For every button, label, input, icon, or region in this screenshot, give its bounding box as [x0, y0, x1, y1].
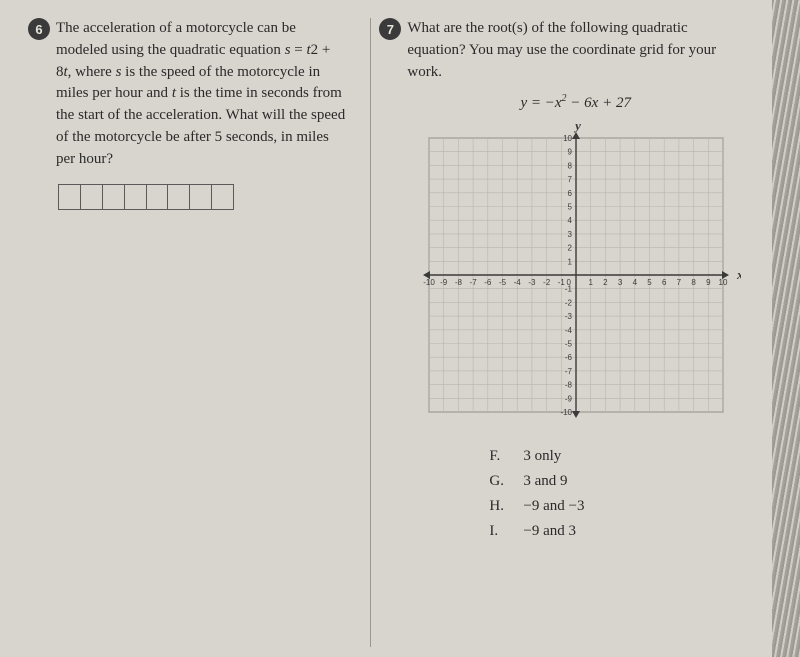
choice-letter: F. [489, 448, 509, 465]
svg-text:-10: -10 [560, 408, 572, 417]
answer-cell[interactable] [168, 185, 190, 209]
svg-text:3: 3 [618, 278, 623, 287]
choice-text: −9 and 3 [523, 523, 576, 540]
svg-text:-5: -5 [499, 278, 507, 287]
svg-text:-2: -2 [565, 299, 573, 308]
choice-i[interactable]: I. −9 and 3 [489, 523, 772, 540]
svg-text:-9: -9 [440, 278, 448, 287]
svg-text:x: x [736, 267, 741, 282]
svg-text:-2: -2 [543, 278, 551, 287]
svg-text:9: 9 [567, 148, 572, 157]
svg-text:-6: -6 [565, 353, 573, 362]
svg-text:y: y [573, 120, 581, 133]
choice-h[interactable]: H. −9 and −3 [489, 498, 772, 515]
grid-svg: 12345678910-10-9-8-7-6-5-4-3-2-112345678… [411, 120, 741, 430]
question-7: 7 What are the root(s) of the following … [379, 18, 772, 548]
choice-letter: G. [489, 473, 509, 490]
svg-text:-6: -6 [484, 278, 492, 287]
svg-text:-4: -4 [513, 278, 521, 287]
svg-text:-8: -8 [565, 381, 573, 390]
svg-text:7: 7 [567, 175, 572, 184]
question-6-text: The acceleration of a motorcycle can be … [56, 18, 346, 170]
svg-text:4: 4 [632, 278, 637, 287]
answer-cell[interactable] [125, 185, 147, 209]
choice-text: 3 only [523, 448, 561, 465]
svg-text:10: 10 [718, 278, 727, 287]
equation-display: y = −x2 − 6x + 27 [379, 93, 772, 112]
svg-text:8: 8 [567, 162, 572, 171]
svg-text:0: 0 [566, 278, 571, 287]
svg-text:-7: -7 [469, 278, 477, 287]
svg-text:4: 4 [567, 216, 572, 225]
svg-text:9: 9 [706, 278, 711, 287]
svg-text:-7: -7 [565, 367, 573, 376]
svg-text:1: 1 [588, 278, 593, 287]
svg-text:2: 2 [603, 278, 608, 287]
choice-letter: H. [489, 498, 509, 515]
svg-text:-5: -5 [565, 340, 573, 349]
svg-text:-10: -10 [423, 278, 435, 287]
svg-text:10: 10 [563, 134, 572, 143]
question-7-text: What are the root(s) of the following qu… [407, 18, 717, 83]
svg-text:7: 7 [676, 278, 681, 287]
svg-text:6: 6 [567, 189, 572, 198]
svg-text:6: 6 [662, 278, 667, 287]
svg-text:1: 1 [567, 258, 572, 267]
svg-text:5: 5 [567, 203, 572, 212]
page-edge-texture [772, 0, 800, 657]
choice-letter: I. [489, 523, 509, 540]
answer-cell[interactable] [212, 185, 233, 209]
svg-text:-9: -9 [565, 395, 573, 404]
choice-f[interactable]: F. 3 only [489, 448, 772, 465]
answer-cell[interactable] [190, 185, 212, 209]
choice-text: 3 and 9 [523, 473, 567, 490]
svg-text:-8: -8 [455, 278, 463, 287]
choice-text: −9 and −3 [523, 498, 584, 515]
answer-choices: F. 3 only G. 3 and 9 H. −9 and −3 I. −9 … [489, 448, 772, 540]
coordinate-grid: 12345678910-10-9-8-7-6-5-4-3-2-112345678… [411, 120, 741, 430]
column-divider [370, 18, 371, 647]
question-number-6: 6 [28, 18, 50, 40]
question-number-7: 7 [379, 18, 401, 40]
svg-text:8: 8 [691, 278, 696, 287]
question-6: 6 The acceleration of a motorcycle can b… [28, 18, 369, 548]
svg-text:3: 3 [567, 230, 572, 239]
svg-text:2: 2 [567, 244, 572, 253]
answer-grid[interactable] [58, 184, 234, 210]
svg-text:-3: -3 [565, 312, 573, 321]
svg-text:-3: -3 [528, 278, 536, 287]
answer-cell[interactable] [147, 185, 169, 209]
svg-text:-4: -4 [565, 326, 573, 335]
answer-cell[interactable] [81, 185, 103, 209]
answer-cell[interactable] [59, 185, 81, 209]
choice-g[interactable]: G. 3 and 9 [489, 473, 772, 490]
svg-text:5: 5 [647, 278, 652, 287]
answer-cell[interactable] [103, 185, 125, 209]
